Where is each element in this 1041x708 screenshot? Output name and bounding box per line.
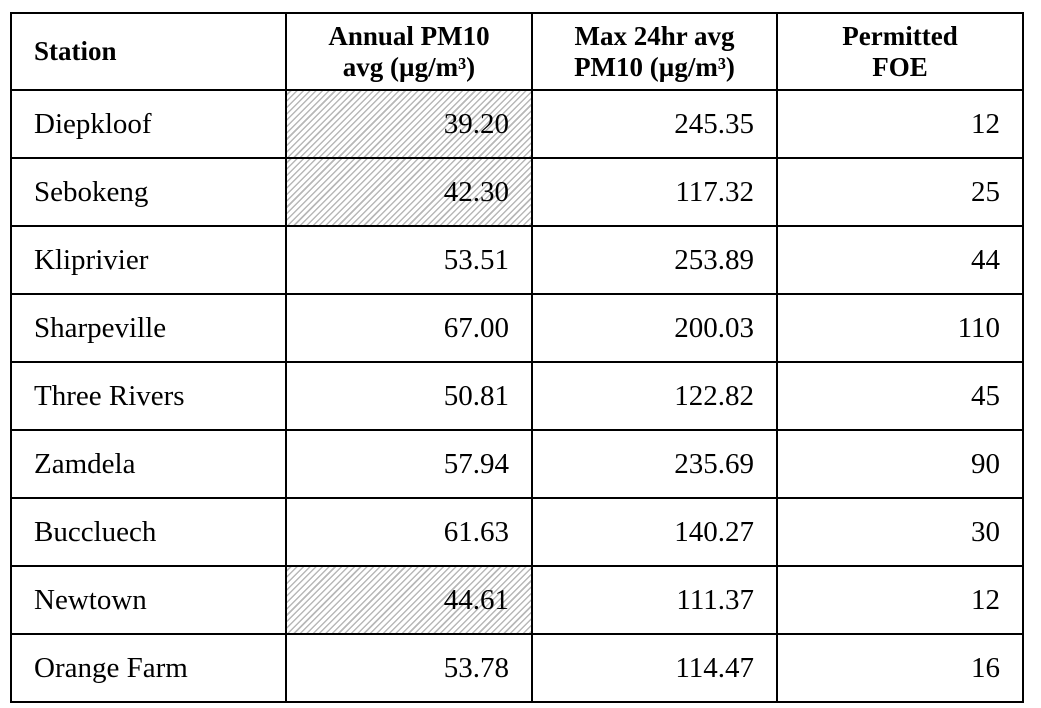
permitted-foe-cell: 30 <box>776 497 1024 567</box>
max-24hr-cell: 200.03 <box>531 293 778 363</box>
max-24hr-cell: 111.37 <box>531 565 778 635</box>
header-max-line1: Max 24hr avg <box>574 20 735 51</box>
permitted-foe-cell: 90 <box>776 429 1024 499</box>
header-annual-line2: avg (µg/m³) <box>342 51 476 82</box>
header-annual-pm10: Annual PM10 avg (µg/m³) <box>285 12 533 91</box>
station-cell: Buccluech <box>10 497 287 567</box>
station-cell: Newtown <box>10 565 287 635</box>
table-row: Buccluech 61.63 140.27 30 <box>10 497 1024 567</box>
max-24hr-cell: 245.35 <box>531 89 778 159</box>
permitted-foe-cell: 12 <box>776 565 1024 635</box>
station-cell: Kliprivier <box>10 225 287 295</box>
header-foe-line2: FOE <box>872 51 928 82</box>
max-24hr-cell: 253.89 <box>531 225 778 295</box>
header-station: Station <box>10 12 287 91</box>
permitted-foe-cell: 45 <box>776 361 1024 431</box>
annual-pm10-cell: 39.20 <box>285 89 533 159</box>
max-24hr-cell: 114.47 <box>531 633 778 703</box>
header-max-line2: PM10 (µg/m³) <box>574 51 735 82</box>
table-body: Diepkloof 39.20 245.35 12 Sebokeng 42.30… <box>10 89 1024 703</box>
header-annual-line1: Annual PM10 <box>328 20 490 51</box>
header-permitted-foe: Permitted FOE <box>776 12 1024 91</box>
annual-pm10-cell: 42.30 <box>285 157 533 227</box>
station-cell: Zamdela <box>10 429 287 499</box>
header-max-24hr: Max 24hr avg PM10 (µg/m³) <box>531 12 778 91</box>
annual-pm10-cell: 53.78 <box>285 633 533 703</box>
annual-pm10-cell: 50.81 <box>285 361 533 431</box>
table-row: Sebokeng 42.30 117.32 25 <box>10 157 1024 227</box>
table-row: Newtown 44.61 111.37 12 <box>10 565 1024 635</box>
max-24hr-cell: 235.69 <box>531 429 778 499</box>
table-row: Zamdela 57.94 235.69 90 <box>10 429 1024 499</box>
annual-pm10-cell: 53.51 <box>285 225 533 295</box>
table-row: Three Rivers 50.81 122.82 45 <box>10 361 1024 431</box>
table-row: Orange Farm 53.78 114.47 16 <box>10 633 1024 703</box>
max-24hr-cell: 117.32 <box>531 157 778 227</box>
annual-pm10-cell: 57.94 <box>285 429 533 499</box>
permitted-foe-cell: 16 <box>776 633 1024 703</box>
annual-pm10-cell: 67.00 <box>285 293 533 363</box>
permitted-foe-cell: 110 <box>776 293 1024 363</box>
max-24hr-cell: 122.82 <box>531 361 778 431</box>
permitted-foe-cell: 25 <box>776 157 1024 227</box>
max-24hr-cell: 140.27 <box>531 497 778 567</box>
annual-pm10-cell: 61.63 <box>285 497 533 567</box>
permitted-foe-cell: 44 <box>776 225 1024 295</box>
table-header: Station Annual PM10 avg (µg/m³) Max 24hr… <box>10 12 1024 91</box>
station-cell: Sharpeville <box>10 293 287 363</box>
table-row: Sharpeville 67.00 200.03 110 <box>10 293 1024 363</box>
annual-pm10-cell: 44.61 <box>285 565 533 635</box>
table-row: Kliprivier 53.51 253.89 44 <box>10 225 1024 295</box>
station-cell: Diepkloof <box>10 89 287 159</box>
header-row: Station Annual PM10 avg (µg/m³) Max 24hr… <box>10 12 1024 91</box>
station-cell: Sebokeng <box>10 157 287 227</box>
table-row: Diepkloof 39.20 245.35 12 <box>10 89 1024 159</box>
station-cell: Three Rivers <box>10 361 287 431</box>
pm10-station-table: Station Annual PM10 avg (µg/m³) Max 24hr… <box>10 12 1024 703</box>
permitted-foe-cell: 12 <box>776 89 1024 159</box>
station-cell: Orange Farm <box>10 633 287 703</box>
header-foe-line1: Permitted <box>842 20 958 51</box>
header-station-label: Station <box>34 36 117 66</box>
